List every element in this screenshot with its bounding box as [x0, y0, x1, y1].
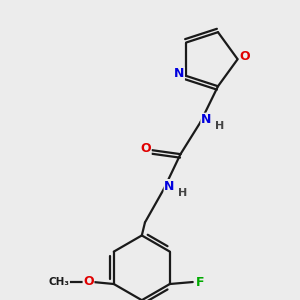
Text: H: H: [178, 188, 187, 198]
Text: O: O: [239, 50, 250, 63]
Text: CH₃: CH₃: [48, 277, 69, 287]
Text: N: N: [164, 180, 175, 193]
Text: H: H: [214, 121, 224, 131]
Text: N: N: [174, 68, 184, 80]
Text: O: O: [140, 142, 151, 155]
Text: N: N: [201, 113, 211, 126]
Text: F: F: [196, 275, 204, 289]
Text: O: O: [83, 275, 94, 288]
